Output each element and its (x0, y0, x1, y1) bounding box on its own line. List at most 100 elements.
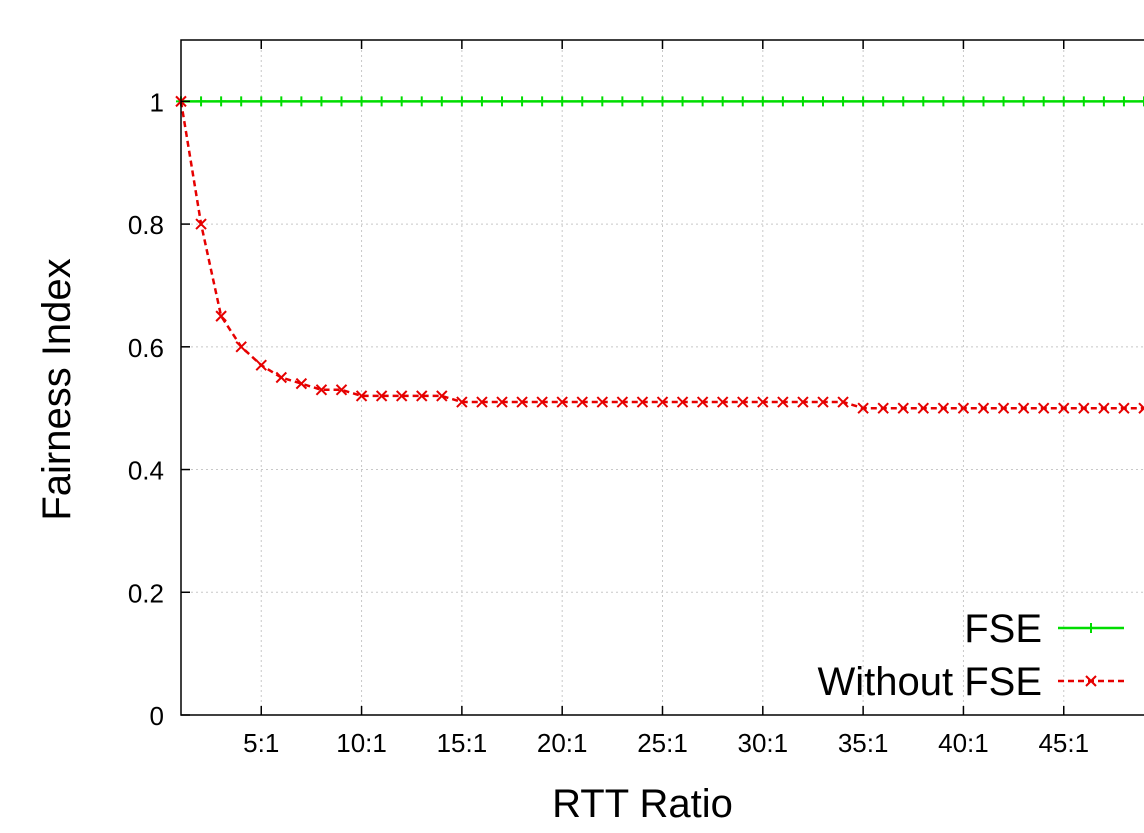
data-point (797, 396, 809, 408)
data-point (676, 396, 689, 408)
data-point (456, 96, 467, 107)
data-point (757, 96, 768, 107)
legend-entry: FSE (964, 607, 1124, 651)
series-fse (176, 96, 1144, 107)
data-point (275, 371, 288, 384)
y-tick-label: 0 (150, 701, 164, 731)
data-point (416, 96, 427, 107)
data-point (216, 96, 227, 107)
data-point (416, 390, 428, 402)
data-point (496, 396, 508, 408)
data-point (1098, 402, 1110, 414)
legend-marker (1085, 675, 1097, 687)
y-tick-label: 0.8 (128, 210, 164, 240)
data-point (516, 396, 528, 408)
data-point (235, 341, 247, 353)
data-point (497, 96, 507, 107)
data-point (958, 96, 969, 107)
x-tick-label: 30:1 (738, 728, 789, 758)
y-tick-label: 0.2 (128, 578, 164, 608)
data-point (517, 96, 528, 107)
data-point (1078, 402, 1090, 414)
data-point (476, 396, 488, 408)
data-point (878, 96, 889, 107)
plot-frame (180, 39, 1144, 716)
data-point (536, 396, 548, 408)
data-point (636, 396, 649, 408)
x-axis-title: RTT Ratio (552, 782, 733, 826)
x-tick-label: 20:1 (537, 728, 588, 758)
x-tick-label: 35:1 (838, 728, 889, 758)
data-point (737, 96, 748, 107)
data-point (456, 396, 468, 408)
data-point (537, 96, 548, 107)
data-point (376, 96, 387, 107)
y-axis-title: Fairness Index (35, 258, 79, 520)
data-point (1078, 96, 1089, 107)
y-tick-label: 0.6 (128, 333, 164, 363)
data-point (375, 390, 388, 402)
data-point (315, 384, 328, 396)
series-without-fse (175, 95, 1144, 414)
series-layer (175, 95, 1144, 414)
data-point (195, 218, 207, 230)
data-point (717, 96, 728, 107)
legend-entry: Without FSE (817, 660, 1124, 704)
data-point (335, 384, 348, 396)
data-point (1058, 402, 1070, 414)
series-line (179, 101, 1144, 410)
data-point (797, 96, 808, 107)
data-point (336, 96, 347, 107)
data-point (837, 396, 849, 408)
data-point (1118, 96, 1129, 107)
x-tick-label: 10:1 (336, 728, 387, 758)
data-point (957, 402, 970, 414)
data-point (637, 96, 648, 107)
data-point (395, 390, 408, 402)
y-tick-label: 0.4 (128, 456, 164, 486)
data-point (436, 390, 448, 402)
data-point (196, 96, 207, 107)
data-point (1017, 402, 1030, 414)
data-point (938, 96, 949, 107)
data-point (295, 377, 308, 390)
data-point (1038, 96, 1049, 107)
data-point (256, 96, 267, 107)
data-point (276, 96, 287, 107)
data-point (877, 402, 889, 414)
legend: FSE Without FSE (817, 607, 1124, 704)
data-point (918, 96, 929, 107)
data-point (356, 96, 367, 107)
data-point (577, 96, 588, 107)
data-point (1118, 402, 1130, 414)
data-point (1138, 402, 1144, 414)
data-point (396, 96, 407, 107)
data-point (355, 390, 368, 402)
data-point (898, 96, 909, 107)
data-point (838, 96, 849, 107)
data-point (818, 96, 828, 107)
data-point (596, 396, 609, 408)
data-point (236, 96, 247, 107)
data-point (476, 96, 487, 107)
data-point (1139, 96, 1144, 107)
data-point (737, 396, 749, 408)
data-point (656, 396, 669, 408)
data-point (616, 396, 629, 408)
y-tick-label: 1 (150, 87, 164, 117)
data-point (617, 96, 628, 107)
x-tick-label: 25:1 (637, 728, 688, 758)
data-point (777, 96, 788, 107)
data-point (556, 396, 568, 408)
data-point (697, 96, 708, 107)
data-point (1058, 96, 1069, 107)
data-point (296, 96, 307, 107)
data-point (316, 96, 327, 107)
data-point (436, 96, 447, 107)
data-point (215, 310, 227, 322)
data-point (777, 396, 789, 408)
data-point (757, 396, 769, 408)
data-point (255, 359, 267, 371)
data-point (557, 96, 568, 107)
